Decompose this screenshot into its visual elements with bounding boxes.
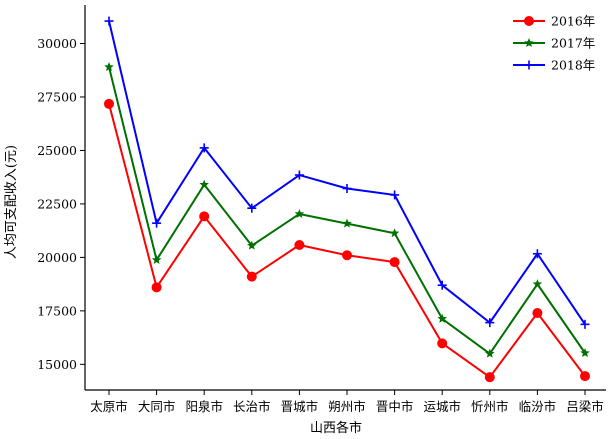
point-marker <box>390 190 400 200</box>
x-tick-label: 太原市 <box>90 399 128 414</box>
point-marker <box>389 228 400 238</box>
legend-label: 2017年 <box>551 36 595 51</box>
point-marker <box>485 348 495 358</box>
y-tick-label: 15000 <box>37 357 77 372</box>
legend-entry: 2016年 <box>513 14 595 29</box>
series-line <box>108 66 586 355</box>
point-marker <box>524 16 534 26</box>
y-tick-label: 22500 <box>37 196 77 211</box>
legend-label: 2016年 <box>551 14 595 29</box>
series-layer <box>104 16 590 383</box>
point-marker <box>485 318 495 328</box>
y-axis-label: 人均可支配收入(元) <box>4 145 19 259</box>
x-tick-label: 晋中市 <box>376 399 414 414</box>
point-marker <box>524 60 534 70</box>
point-marker <box>246 271 257 282</box>
point-marker <box>104 62 114 72</box>
y-tick-label: 20000 <box>37 250 77 265</box>
point-marker <box>580 348 590 358</box>
legend: 2016年 2017年 2018年 <box>513 14 595 73</box>
x-tick-label: 长治市 <box>233 399 271 414</box>
series-3 <box>104 16 590 329</box>
point-marker <box>342 184 352 194</box>
point-marker <box>389 257 400 268</box>
point-marker <box>199 143 209 153</box>
series-line <box>108 20 586 325</box>
point-marker <box>532 308 543 318</box>
point-marker <box>104 16 114 26</box>
series-1 <box>104 98 590 383</box>
y-tick-label: 30000 <box>37 36 77 51</box>
point-marker <box>104 98 114 109</box>
x-tick-label: 阳泉市 <box>185 399 223 414</box>
axes: 15000 17500 20000 22500 25000 27500 30000 太原市 大同… <box>37 5 606 414</box>
x-tick-label: 吕梁市 <box>566 399 604 414</box>
point-marker <box>294 239 305 250</box>
point-marker <box>199 211 210 222</box>
point-marker <box>342 218 352 228</box>
x-tick-label: 运城市 <box>423 399 461 414</box>
point-marker <box>247 203 257 213</box>
point-marker <box>437 338 448 349</box>
point-marker <box>294 208 305 219</box>
point-marker <box>152 218 162 228</box>
y-tick-label: 27500 <box>37 89 77 104</box>
point-marker <box>151 254 162 264</box>
point-marker <box>342 250 352 261</box>
point-marker <box>437 313 447 323</box>
point-marker <box>151 282 162 293</box>
x-tick-label: 临汾市 <box>519 399 557 414</box>
y-tick-label: 25000 <box>37 143 77 158</box>
legend-entry: 2017年 <box>513 36 595 51</box>
x-axis-label: 山西各市 <box>310 420 362 436</box>
series-2 <box>104 62 590 358</box>
point-marker <box>580 371 590 382</box>
y-tick-label: 17500 <box>37 303 77 318</box>
x-tick-label: 朔州市 <box>328 399 366 414</box>
point-marker <box>294 170 304 180</box>
x-tick-label: 忻州市 <box>471 399 509 414</box>
point-marker <box>247 240 257 250</box>
point-marker <box>437 280 447 290</box>
point-marker <box>199 179 209 189</box>
point-marker <box>580 319 590 329</box>
legend-entry: 2018年 <box>513 58 595 73</box>
x-tick-label: 大同市 <box>138 399 176 414</box>
point-marker <box>484 372 495 383</box>
point-marker <box>532 249 542 259</box>
x-tick-label: 晋城市 <box>281 399 319 414</box>
series-line <box>108 103 586 379</box>
point-marker <box>532 279 543 289</box>
legend-label: 2018年 <box>551 58 595 73</box>
point-marker <box>524 38 534 48</box>
